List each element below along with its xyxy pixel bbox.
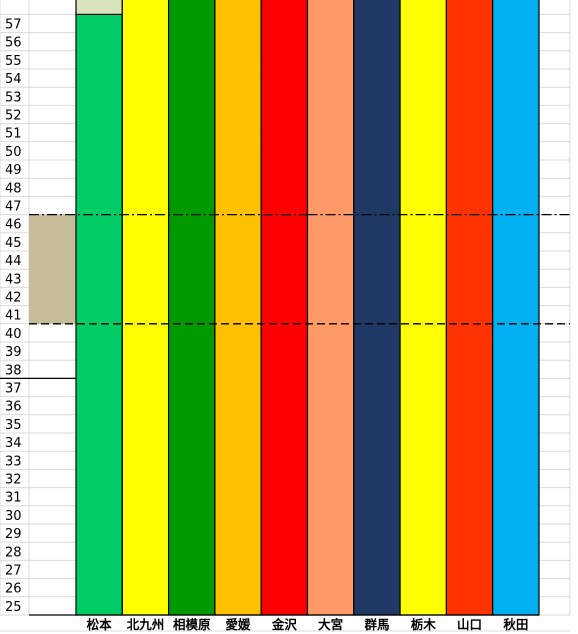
y-tick-label: 28 <box>5 545 22 560</box>
bar-segment-1-栃木 <box>399 0 448 616</box>
bar-segment-1-秋田 <box>492 0 540 616</box>
y-tick-label: 49 <box>5 163 22 178</box>
y-tick-label: 45 <box>5 236 22 251</box>
y-tick-label: 51 <box>5 127 22 142</box>
y-tick-label: 41 <box>5 309 22 324</box>
y-tick-label: 44 <box>5 254 22 269</box>
y-tick-label: 43 <box>5 272 22 287</box>
category-label: 松本 <box>87 617 113 632</box>
y-tick-label: 38 <box>5 363 22 378</box>
bar-segment-2-松本 <box>75 0 123 15</box>
category-label: 群馬 <box>363 617 389 632</box>
y-tick-label: 35 <box>5 418 22 433</box>
y-tick-label: 34 <box>5 436 22 451</box>
category-label: 相模原 <box>173 617 211 632</box>
bar-segment-1-松本 <box>75 13 123 616</box>
y-tick-label: 26 <box>5 582 22 597</box>
y-tick-label: 47 <box>5 200 22 215</box>
bar-segment-1-群馬 <box>353 0 401 616</box>
y-tick-label: 48 <box>5 181 22 196</box>
y-tick-label: 40 <box>5 327 22 342</box>
y-tick-labels: 25 26 27 28 29 30 31 32 33 34 35 36 37 38 39 40 41 42 43 44… <box>5 18 22 615</box>
y-tick-label: 42 <box>5 291 22 306</box>
y-tick-label: 27 <box>5 564 22 579</box>
category-labels: 松本 北九州 相模原 愛媛 金沢 大宮 群馬 栃木 山口 秋田 <box>87 617 529 632</box>
category-label: 大宮 <box>318 617 343 632</box>
bar-segment-1-金沢 <box>260 0 309 616</box>
category-label: 愛媛 <box>226 617 252 632</box>
y-tick-label: 36 <box>5 400 22 415</box>
y-tick-label: 50 <box>5 145 22 160</box>
y-tick-label: 39 <box>5 345 22 360</box>
bar-segment-1-北九州 <box>121 0 170 616</box>
y-tick-label: 55 <box>5 54 22 69</box>
reference-lines <box>0 0 570 616</box>
bar-segment-1-愛媛 <box>214 0 262 616</box>
bar-segment-1-大宮 <box>306 0 355 616</box>
y-tick-label: 33 <box>5 454 22 469</box>
y-tick-label: 57 <box>5 18 22 33</box>
y-tick-label: 37 <box>5 382 22 397</box>
bar-segment-1-山口 <box>445 0 494 616</box>
category-label: 栃木 <box>411 617 437 632</box>
y-tick-label: 54 <box>5 72 22 87</box>
y-tick-label: 30 <box>5 509 22 524</box>
y-tick-label: 46 <box>5 218 22 233</box>
y-tick-label: 31 <box>5 491 22 506</box>
y-tick-label: 32 <box>5 473 22 488</box>
bars <box>75 0 540 616</box>
y-tick-label: 29 <box>5 527 22 542</box>
y-tick-label: 56 <box>5 36 22 51</box>
y-tick-label: 52 <box>5 109 22 124</box>
y-tick-label: 53 <box>5 90 22 105</box>
y-tick-label: 25 <box>5 600 22 615</box>
category-label: 金沢 <box>271 617 298 632</box>
bar-segment-1-相模原 <box>168 0 216 616</box>
category-label: 秋田 <box>503 617 528 632</box>
category-label: 山口 <box>457 617 482 632</box>
category-label: 北九州 <box>127 617 165 632</box>
